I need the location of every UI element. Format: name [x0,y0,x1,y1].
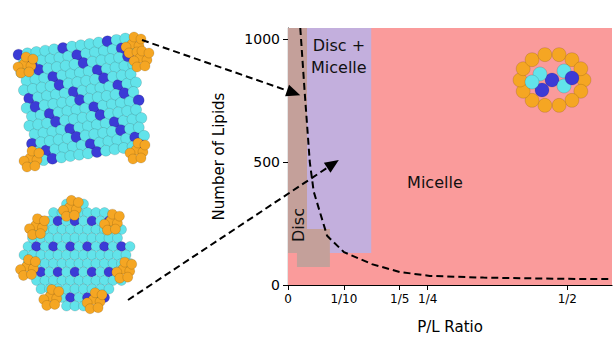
svg-text:0: 0 [284,292,292,306]
svg-text:0: 0 [271,277,280,293]
svg-text:Disc +: Disc + [313,36,365,55]
svg-text:Micelle: Micelle [407,173,463,192]
svg-text:500: 500 [253,154,280,170]
svg-text:P/L Ratio: P/L Ratio [417,318,483,336]
svg-text:1/4: 1/4 [418,292,437,306]
svg-text:1/10: 1/10 [330,292,357,306]
svg-text:Disc: Disc [289,208,308,242]
svg-text:1/5: 1/5 [390,292,409,306]
svg-text:Micelle: Micelle [311,58,367,77]
svg-text:Number of Lipids: Number of Lipids [210,92,228,220]
svg-text:1000: 1000 [244,31,280,47]
svg-text:1/2: 1/2 [558,292,577,306]
